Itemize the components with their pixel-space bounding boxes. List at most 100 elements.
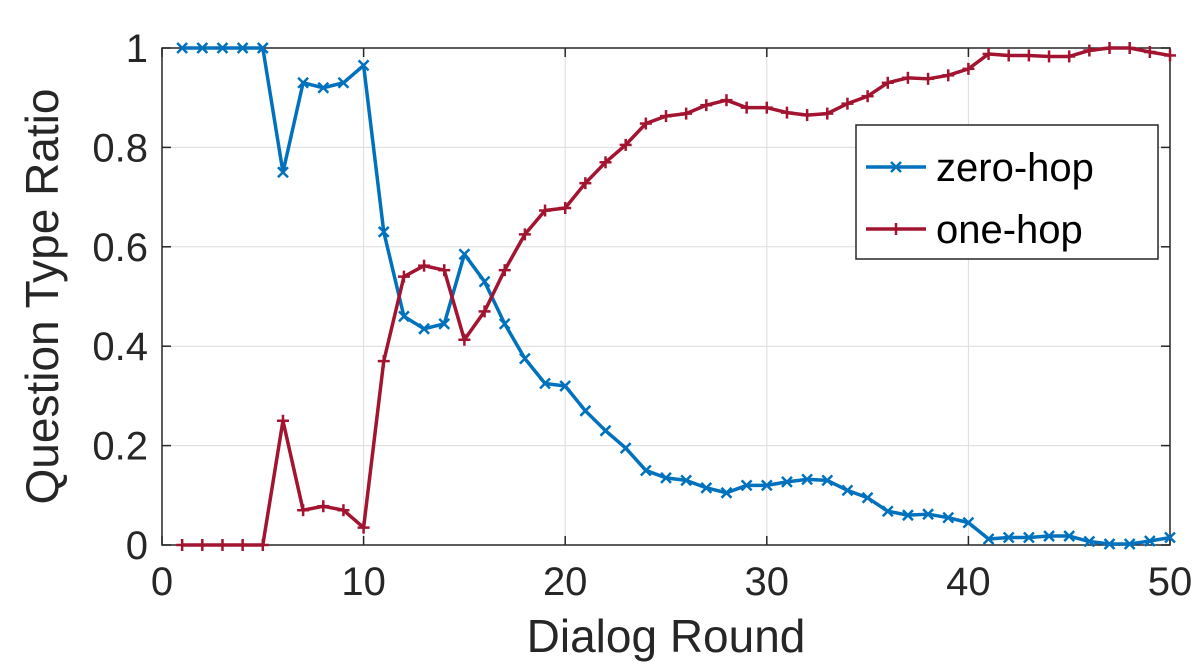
- data-point: [619, 442, 632, 454]
- data-point: [740, 101, 753, 114]
- data-point: [922, 508, 934, 521]
- x-tick-label: 40: [946, 560, 991, 604]
- data-point: [1063, 530, 1076, 542]
- data-point: [599, 424, 612, 437]
- data-point: [478, 305, 491, 318]
- data-point: [579, 404, 592, 417]
- y-tick-label: 0: [126, 524, 148, 568]
- data-point: [579, 177, 592, 190]
- x-tick-label: 10: [341, 560, 386, 604]
- data-point: [1002, 531, 1015, 544]
- data-point: [801, 109, 814, 122]
- data-point: [276, 414, 289, 427]
- y-tick-label: 0.4: [92, 325, 148, 369]
- y-tick-label: 0.2: [92, 425, 148, 469]
- data-point: [458, 248, 471, 261]
- data-point: [559, 202, 572, 215]
- data-point: [720, 486, 733, 499]
- data-point: [841, 97, 854, 110]
- data-point: [256, 42, 269, 54]
- data-point: [236, 42, 249, 54]
- y-axis-title: Question Type Ratio: [16, 89, 68, 505]
- data-point: [1043, 50, 1056, 63]
- data-point: [982, 533, 995, 545]
- data-point: [176, 42, 189, 54]
- data-point: [680, 474, 693, 487]
- legend-label: one-hop: [936, 208, 1083, 252]
- data-point: [176, 539, 189, 551]
- data-point: [397, 270, 410, 283]
- grid: [161, 47, 1171, 546]
- x-axis-title: Dialog Round: [527, 610, 806, 662]
- x-tick-label: 0: [151, 560, 173, 604]
- data-point: [861, 491, 874, 504]
- legend-label: zero-hop: [936, 146, 1094, 190]
- data-point: [890, 223, 902, 235]
- data-point: [890, 161, 902, 173]
- data-point: [1143, 45, 1156, 58]
- data-point: [660, 472, 672, 484]
- y-tick-label: 0.8: [92, 126, 148, 170]
- plot-frame: [161, 47, 1171, 546]
- data-point: [1143, 535, 1156, 547]
- series-one-hop: [176, 42, 1176, 551]
- data-point: [1002, 49, 1015, 62]
- data-point: [901, 71, 914, 84]
- data-point: [539, 204, 552, 217]
- data-point: [720, 94, 733, 107]
- data-point: [438, 317, 451, 330]
- series-line: [182, 46, 1171, 546]
- series-zero-hop: [176, 42, 1176, 550]
- data-point: [458, 333, 471, 346]
- data-point: [317, 81, 330, 94]
- axis-ticks: 0 10 20 30 40 50 0 0.2 0.4 0.6 0.8 1: [92, 27, 1192, 604]
- data-point: [317, 500, 330, 513]
- data-point: [801, 473, 814, 486]
- series-layer: [176, 42, 1176, 551]
- data-point: [821, 107, 834, 120]
- data-point: [236, 539, 249, 551]
- data-point: [942, 69, 955, 82]
- data-point: [1063, 50, 1076, 63]
- data-point: [740, 479, 753, 492]
- data-point: [256, 539, 269, 551]
- data-point: [760, 479, 773, 492]
- data-point: [398, 310, 410, 323]
- data-point: [518, 228, 531, 241]
- data-point: [498, 317, 511, 330]
- data-point: [377, 355, 390, 368]
- data-point: [881, 505, 894, 518]
- data-point: [861, 90, 874, 103]
- data-point: [337, 504, 350, 517]
- data-point: [962, 516, 975, 529]
- data-point: [841, 484, 854, 497]
- data-point: [277, 166, 289, 179]
- data-point: [196, 539, 209, 551]
- data-point: [1164, 49, 1176, 62]
- data-point: [1103, 538, 1116, 550]
- data-point: [357, 521, 370, 534]
- data-point: [1103, 42, 1116, 54]
- legend-item-zero-hop: zero-hop: [866, 146, 1094, 190]
- data-point: [922, 72, 935, 85]
- data-point: [1083, 44, 1096, 57]
- data-point: [982, 47, 995, 60]
- data-point: [559, 380, 572, 392]
- data-point: [377, 226, 390, 238]
- data-point: [760, 101, 773, 114]
- data-point: [1123, 538, 1136, 550]
- data-point: [297, 504, 310, 517]
- data-point: [196, 42, 209, 54]
- data-point: [881, 76, 894, 89]
- data-point: [962, 62, 975, 75]
- data-point: [680, 107, 693, 120]
- x-tick-label: 20: [543, 560, 588, 604]
- data-point: [1022, 531, 1035, 544]
- data-point: [639, 117, 652, 130]
- data-point: [216, 539, 229, 551]
- data-point: [438, 264, 451, 277]
- data-point: [660, 110, 672, 123]
- data-point: [518, 352, 531, 365]
- y-tick-label: 0.6: [92, 226, 148, 270]
